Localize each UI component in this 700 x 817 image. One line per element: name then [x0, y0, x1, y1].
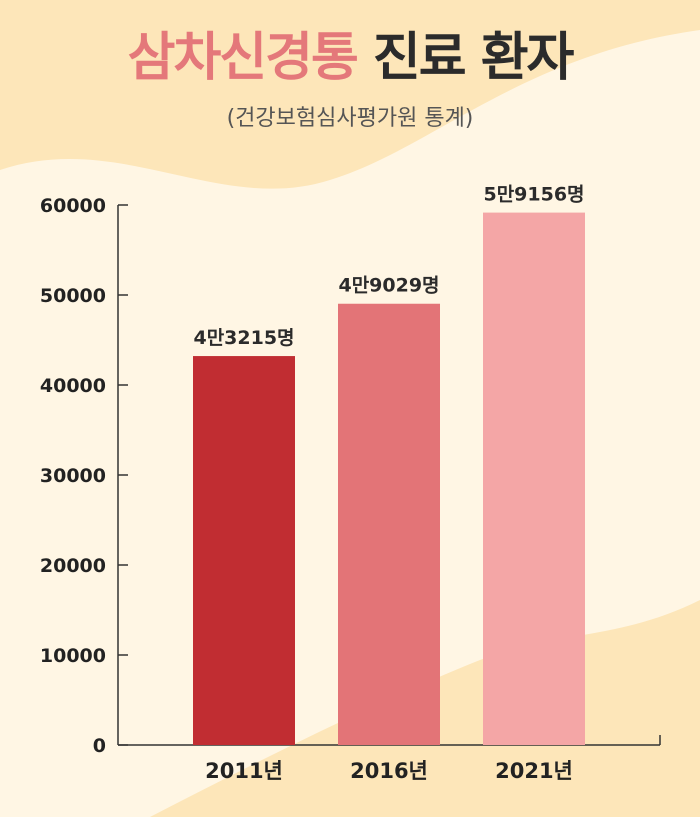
page-subtitle: (건강보험심사평가원 통계) — [226, 106, 474, 131]
bar — [483, 212, 585, 745]
data-label: 4만3215명 — [193, 327, 294, 349]
x-tick-label: 2011년 — [205, 759, 283, 783]
x-tick-label: 2021년 — [495, 759, 573, 783]
bar — [338, 303, 440, 745]
y-tick-label: 30000 — [40, 465, 106, 487]
y-tick-label: 60000 — [40, 195, 106, 217]
data-label: 4만9029명 — [338, 275, 439, 297]
y-tick-label: 20000 — [40, 555, 106, 577]
bar — [193, 356, 295, 745]
y-tick-label: 50000 — [40, 285, 106, 307]
y-tick-label: 0 — [93, 735, 106, 757]
title-rest-text: 진료 환자 — [372, 28, 574, 88]
title-accent-text: 삼차신경통 — [127, 28, 359, 88]
y-tick-label: 10000 — [40, 645, 106, 667]
y-tick-label: 40000 — [40, 375, 106, 397]
data-label: 5만9156명 — [483, 184, 584, 206]
x-tick-label: 2016년 — [350, 759, 428, 783]
page-title: 삼차신경통 진료 환자 — [0, 18, 700, 98]
